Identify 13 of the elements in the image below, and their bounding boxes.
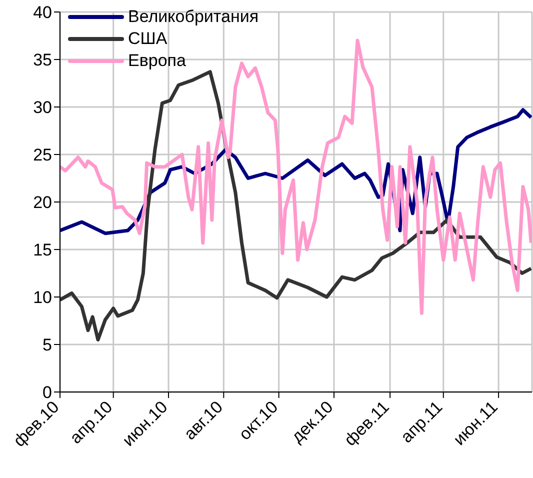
y-tick-label: 10 <box>33 288 52 308</box>
y-tick-label: 0 <box>42 383 52 402</box>
line-series <box>60 70 532 342</box>
y-tick-label: 35 <box>33 50 52 70</box>
legend-label: США <box>128 28 168 50</box>
legend-label: Европа <box>128 50 186 72</box>
legend-label: Великобритания <box>128 6 259 28</box>
y-tick-label: 20 <box>33 193 52 212</box>
y-tick-label: 5 <box>42 336 52 355</box>
y-tick-label: 40 <box>33 3 52 22</box>
y-tick-label: 25 <box>33 146 52 165</box>
y-tick-label: 15 <box>33 240 52 260</box>
y-tick-label: 30 <box>33 98 52 118</box>
